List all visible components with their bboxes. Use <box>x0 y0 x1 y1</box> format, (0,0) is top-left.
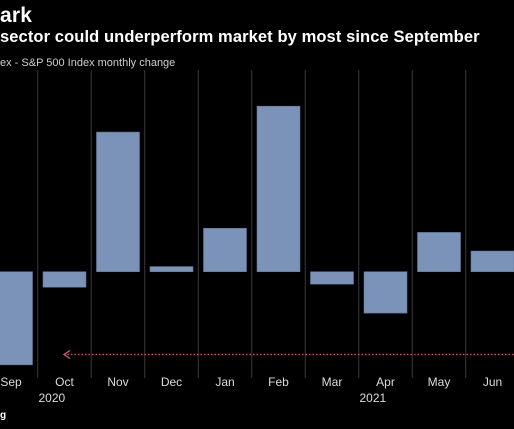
x-tick-label: May <box>428 375 451 389</box>
reference-arrow-icon <box>62 349 71 360</box>
x-tick-label: Feb <box>268 375 289 389</box>
bar-mar <box>310 271 354 285</box>
x-tick-label: Oct <box>55 375 74 389</box>
year-label: 2021 <box>360 391 387 405</box>
legend-label: ex - S&P 500 Index monthly change <box>0 57 176 69</box>
x-tick-label: Mar <box>322 375 343 389</box>
year-label: 2020 <box>39 391 66 405</box>
bars <box>0 105 514 366</box>
x-tick-label: Jan <box>215 375 234 389</box>
source-footer: g <box>0 410 7 421</box>
bar-may <box>417 232 461 273</box>
reference-line-group <box>62 349 514 360</box>
bar-oct <box>42 271 87 288</box>
x-tick-label: Nov <box>107 375 128 389</box>
bar-dec <box>149 266 194 273</box>
bar-jan <box>203 227 247 273</box>
bar-nov <box>96 131 140 273</box>
x-axis: Sep Oct Nov Dec Jan Feb Mar Apr May Jun 2020 2021 <box>0 375 502 405</box>
x-tick-label: Sep <box>0 375 22 389</box>
x-tick-label: Apr <box>376 375 395 389</box>
bar-sep <box>0 271 33 366</box>
chart-title: ark <box>0 4 33 27</box>
gridlines <box>37 70 467 378</box>
bar-apr <box>363 271 408 314</box>
x-tick-label: Dec <box>161 375 182 389</box>
x-tick-label: Jun <box>483 375 502 389</box>
bar-jun <box>470 250 514 273</box>
chart-subtitle: sector could underperform market by most… <box>0 28 480 46</box>
bar-feb <box>256 105 301 273</box>
